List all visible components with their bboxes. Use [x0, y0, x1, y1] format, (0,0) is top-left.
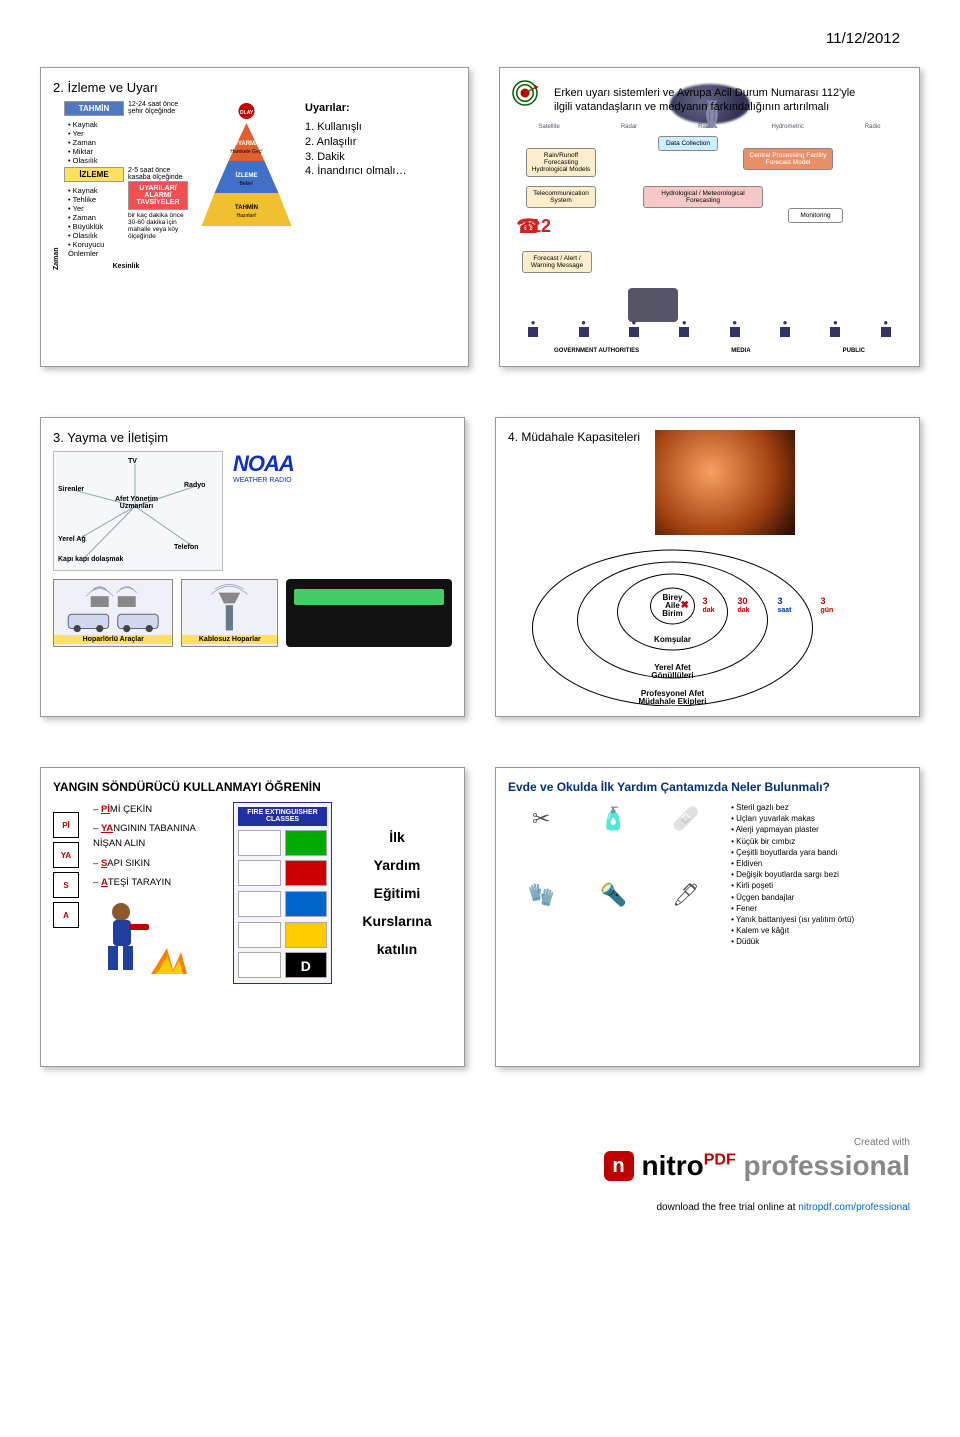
svg-text:dak: dak	[738, 607, 750, 614]
warnings-list: Uyarılar: 1. Kullanışlı 2. Anlaşılır 3. …	[305, 101, 407, 179]
wireless-speakers: Kablosuz Hoparlar	[181, 579, 278, 647]
step-icons: Pİ YA S A	[53, 812, 83, 984]
radio-device	[286, 579, 452, 647]
tv-icon	[628, 288, 678, 322]
svg-text:saat: saat	[778, 607, 793, 614]
slide-6: Evde ve Okulda İlk Yardım Çantamızda Nel…	[495, 767, 920, 1067]
nitro-link[interactable]: nitropdf.com/professional	[798, 1202, 910, 1213]
steps-list: – PİMİ ÇEKİN– YANGININ TABANINA NİŞAN AL…	[93, 802, 223, 890]
slide6-title: Evde ve Okulda İlk Yardım Çantamızda Nel…	[508, 780, 907, 794]
izleme-note: 2-5 saat önce kasaba ölçeğinde	[128, 167, 188, 181]
alarm-box: UYARILAR/ ALARM/ TAVSİYELER	[128, 181, 188, 210]
extinguisher-poster: FIRE EXTINGUISHER CLASSES D	[233, 802, 332, 984]
svg-text:gün: gün	[821, 607, 834, 614]
svg-text:TAHMİN: TAHMİN	[235, 204, 258, 211]
slide-1: 2. İzleme ve Uyarı Zaman TAHMİN Kaynak	[40, 67, 469, 367]
nitro-n-icon: n	[604, 1151, 634, 1181]
noaa-logo: NOAA	[233, 451, 294, 477]
svg-text:İZLEME: İZLEME	[236, 172, 258, 179]
kesinlik-axis: Kesinlik	[64, 263, 188, 270]
comm-diagram: Afet Yönetim Uzmanları SirenlerTVRadyoTe…	[53, 451, 223, 571]
slide-3: 3. Yayma ve İletişim Afet Yönetim Uzmanl…	[40, 417, 465, 717]
slide-4: 4. Müdahale Kapasiteleri Birey Aile ✖ Bi…	[495, 417, 920, 717]
response-photo	[655, 430, 795, 535]
label-media: MEDIA	[731, 348, 750, 354]
svg-text:3: 3	[778, 596, 783, 606]
slide1-title: 2. İzleme ve Uyarı	[53, 80, 456, 95]
tahmin-note: 12-24 saat önce şehir ölçeğinde	[128, 101, 188, 167]
slide-2: ))) ((( ))) ((( Rain/Runoff Forecasting …	[499, 67, 920, 367]
vehicle-speakers: Hoparlörlü Araçlar	[53, 579, 173, 647]
slide2-overlay-text: Erken uyarı sistemleri ve Avrupa Acil Du…	[554, 86, 864, 115]
svg-text:dak: dak	[703, 607, 715, 614]
course-cta: İlk Yardım Eğitimi Kurslarına katılın	[342, 802, 452, 984]
slide4-title: 4. Müdahale Kapasiteleri	[508, 430, 640, 535]
svg-text:3: 3	[821, 596, 826, 606]
noaa-sub: WEATHER RADIO	[233, 477, 294, 484]
svg-text:Komşular: Komşular	[654, 635, 691, 644]
svg-text:Birim: Birim	[662, 609, 682, 618]
rings-diagram: Birey Aile ✖ Birim Komşular Yerel Afet G…	[504, 546, 911, 706]
people-icons	[508, 318, 911, 338]
svg-text:Harekete Geç!: Harekete Geç!	[230, 149, 262, 155]
svg-text:OLAY: OLAY	[240, 110, 254, 116]
izleme-box: İZLEME	[64, 167, 124, 182]
svg-text:Gönüllüleri: Gönüllüleri	[651, 671, 693, 680]
svg-text:30: 30	[738, 596, 748, 606]
triangle-diagram: OLAY UYARMA Harekete Geç! İZLEME Bekle! …	[194, 101, 299, 231]
alarm-note: bir kaç dakika önce 30-60 dakika için ma…	[128, 212, 188, 240]
tahmin-box: TAHMİN	[64, 101, 124, 116]
tahmin-bullets: Kaynak Yer Zaman Miktar Olasılık	[64, 118, 124, 167]
slides-container: 2. İzleme ve Uyarı Zaman TAHMİN Kaynak	[0, 57, 960, 1137]
label-public: PUBLIC	[843, 348, 865, 354]
s1-zaman-axis: Zaman	[53, 101, 60, 270]
footer-link-line: download the free trial online at nitrop…	[0, 1202, 960, 1243]
svg-text:Bekle!: Bekle!	[240, 181, 254, 187]
slide3-title: 3. Yayma ve İletişim	[53, 430, 452, 445]
izleme-bullets: Kaynak Tehlike Yer Zaman Büyüklük Olasıl…	[64, 184, 124, 260]
first-aid-tools: ✂🧴🩹🧤🔦🖊	[508, 802, 719, 947]
slide-5: YANGIN SÖNDÜRÜCÜ KULLANMAYI ÖĞRENİN Pİ Y…	[40, 767, 465, 1067]
header-date: 11/12/2012	[0, 0, 960, 57]
nitro-brand: n nitroPDF professional	[0, 1150, 960, 1202]
fireman-illustration	[93, 894, 193, 984]
svg-text:UYARMA: UYARMA	[234, 141, 260, 147]
label-gov: GOVERNMENT AUTHORITIES	[554, 348, 639, 354]
svg-text:Hazırlan!: Hazırlan!	[236, 213, 256, 219]
created-with: Created with	[0, 1137, 960, 1150]
svg-text:3: 3	[703, 596, 708, 606]
slide5-title: YANGIN SÖNDÜRÜCÜ KULLANMAYI ÖĞRENİN	[53, 780, 452, 794]
emergency-number: 112	[522, 216, 551, 237]
svg-text:Müdahale Ekipleri: Müdahale Ekipleri	[638, 697, 706, 706]
first-aid-list: Steril gazlı bezUçları yuvarlak makasAle…	[731, 802, 907, 947]
